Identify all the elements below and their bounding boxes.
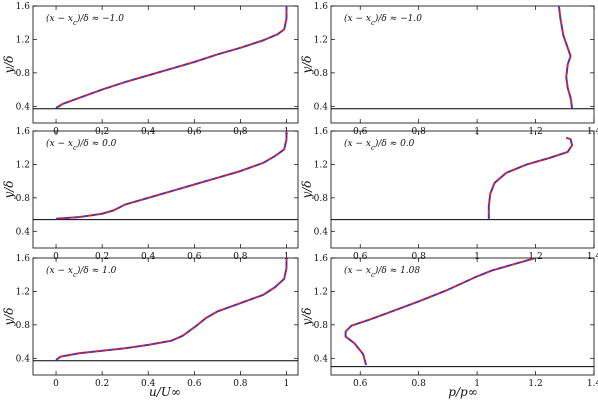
- panel-left-middle: 0 0.2 0.4 0.6 0.8 1 0.4 0.8 1.2 1.6 y/δ (x − xc)/δ …: [2, 127, 299, 262]
- series-line-solid: [557, 6, 574, 109]
- y-tick-label: 1.2: [16, 160, 30, 170]
- series-line-dashed: [55, 6, 288, 109]
- x-tick-label: 0.8: [412, 379, 427, 389]
- x-tick-label: 1.4: [587, 379, 598, 389]
- panel-annotation: (x − xc)/δ ≈ 1.08: [344, 265, 420, 279]
- y-tick-label: 1.2: [16, 35, 30, 45]
- y-tick-label: 0.8: [314, 321, 329, 331]
- y-tick-label: 0.4: [16, 227, 31, 237]
- y-axis-label: y/δ: [300, 307, 314, 326]
- plot-frame: [330, 130, 595, 249]
- y-tick-label: 0.4: [314, 354, 329, 364]
- x-tick-label: 0.2: [95, 379, 109, 389]
- x-tick-label: 0.4: [141, 379, 156, 389]
- x-tick-label: 1.2: [528, 252, 542, 262]
- panel-left-top: 0 0.2 0.4 0.6 0.8 10.40.81.21.6y/δ(x − xc)/δ …: [2, 2, 299, 137]
- xlabel-left: u/U∞: [149, 385, 181, 399]
- series-line-dashed: [55, 258, 288, 361]
- y-tick-label: 1.6: [16, 2, 31, 12]
- plot-frame: [32, 257, 299, 376]
- x-tick-label: 1: [284, 379, 290, 389]
- x-tick-label: 1.4: [587, 127, 598, 137]
- y-tick-label: 0.4: [16, 354, 31, 364]
- series-line-dashed: [558, 6, 573, 109]
- x-tick-label: 0.6: [187, 252, 202, 262]
- x-tick-label: 0.6: [353, 379, 368, 389]
- x-tick-label: 1: [474, 252, 480, 262]
- y-tick-label: 0.4: [314, 227, 329, 237]
- y-tick-label: 1.2: [314, 35, 328, 45]
- x-tick-label: 0.2: [95, 252, 109, 262]
- series-line-dashed: [488, 136, 573, 219]
- x-tick-label: 1: [284, 252, 290, 262]
- y-tick-label: 1.6: [314, 254, 329, 264]
- plot-frame: [32, 5, 299, 124]
- panel-annotation: (x − xc)/δ ≈ 0.0: [46, 138, 117, 152]
- y-tick-label: 0.8: [16, 69, 31, 79]
- y-tick-label: 1.6: [16, 254, 31, 264]
- y-tick-label: 0.8: [314, 69, 329, 79]
- panel-annotation: (x − xc)/δ ≈ −1.0: [46, 13, 124, 27]
- y-tick-label: 0.8: [314, 194, 329, 204]
- x-tick-label: 0.4: [141, 252, 156, 262]
- y-axis-label: y/δ: [300, 55, 314, 74]
- y-tick-label: 1.6: [314, 2, 329, 12]
- panel-annotation: (x − xc)/δ ≈ 0.0: [344, 138, 415, 152]
- x-tick-label: 0.6: [353, 252, 368, 262]
- y-tick-label: 1.2: [314, 287, 328, 297]
- panel-right-middle: 0.6 0.8 1 1.2 1.4 0.4 0.8 1.2 1.6 y/δ (x − xc)/δ ≈…: [300, 127, 598, 262]
- xlabel-right: p/p∞: [448, 385, 477, 399]
- y-tick-label: 0.8: [16, 321, 31, 331]
- x-tick-label: 0.8: [412, 252, 427, 262]
- x-tick-label: 1.2: [528, 379, 542, 389]
- panel-right-top: 0.60.811.21.40.40.81.21.6y/δ(x − xc)/δ ≈…: [300, 2, 598, 137]
- x-tick-label: 0.8: [233, 252, 248, 262]
- panel-annotation: (x − xc)/δ ≈ 1.0: [46, 265, 117, 279]
- series-line-solid: [487, 136, 574, 219]
- x-tick-label: 1: [474, 379, 480, 389]
- plot-frame: [32, 130, 299, 249]
- y-axis-label: y/δ: [2, 55, 16, 74]
- series-line-dashed: [344, 258, 536, 366]
- y-tick-label: 1.6: [16, 127, 31, 137]
- y-tick-label: 0.4: [16, 102, 31, 112]
- y-tick-label: 1.6: [314, 127, 329, 137]
- panel-left-bottom: 0 0.2 0.4 0.6 0.8 1 0.4 0.8 1.2 1.6 y/δ (x − xc)/δ …: [2, 254, 299, 389]
- y-axis-label: y/δ: [300, 180, 314, 199]
- y-tick-label: 1.2: [314, 160, 328, 170]
- panel-annotation: (x − xc)/δ ≈ −1.0: [344, 13, 422, 27]
- y-tick-label: 0.4: [314, 102, 329, 112]
- x-tick-label: 1.4: [587, 252, 598, 262]
- panel-right-bottom: 0.6 0.8 1 1.2 1.4 0.4 0.8 1.2 1.6 y/δ (x − xc)/δ ≈…: [300, 254, 598, 389]
- y-axis-label: y/δ: [2, 307, 16, 326]
- x-tick-label: 0: [53, 252, 59, 262]
- y-tick-label: 0.8: [16, 194, 31, 204]
- y-tick-label: 1.2: [16, 287, 30, 297]
- plot-frame: [330, 257, 595, 376]
- series-line-dashed: [55, 131, 288, 220]
- plot-frame: [330, 5, 595, 124]
- x-tick-label: 0.6: [187, 379, 202, 389]
- x-tick-label: 0: [53, 379, 59, 389]
- x-tick-label: 0.8: [233, 379, 248, 389]
- y-axis-label: y/δ: [2, 180, 16, 199]
